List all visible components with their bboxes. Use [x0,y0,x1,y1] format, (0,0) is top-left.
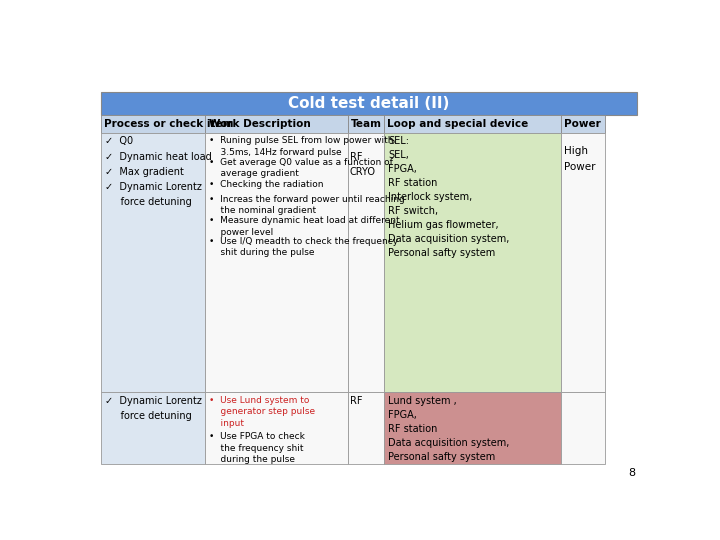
Text: ✓  Dynamic Lorentz
     force detuning: ✓ Dynamic Lorentz force detuning [104,396,202,421]
Bar [101,115,205,132]
Text: ✓  Q0
✓  Dynamic heat load
✓  Max gradient
✓  Dynamic Lorentz
     force detunin: ✓ Q0 ✓ Dynamic heat load ✓ Max gradient … [104,137,212,207]
Bar [205,392,348,464]
Bar [561,115,605,132]
Bar [348,392,384,464]
Text: •  Runing pulse SEL from low power with
    3.5ms, 14Hz forward pulse: • Runing pulse SEL from low power with 3… [209,137,393,157]
Text: RF: RF [350,396,362,406]
Bar [384,132,561,392]
Text: Loop and special device: Loop and special device [387,119,528,129]
Text: Lund system ,
FPGA,
RF station
Data acquisition system,
Personal safty system: Lund system , FPGA, RF station Data acqu… [388,396,509,462]
Bar [205,132,348,392]
Text: •  Use Lund system to
    generator step pulse
    input: • Use Lund system to generator step puls… [209,396,315,428]
Text: •  Measure dynamic heat load at different
    power level: • Measure dynamic heat load at different… [209,217,399,237]
Text: Process or check item: Process or check item [104,119,233,129]
Text: 8: 8 [629,468,636,477]
Text: •  Use I/Q meadth to check the frequency
    shit during the pulse: • Use I/Q meadth to check the frequency … [209,237,397,257]
Text: Team: Team [351,119,382,129]
Bar [561,132,605,392]
Bar [101,132,205,392]
Text: SEL:
SEL,
FPGA,
RF station
Interlock system,
RF switch,
Helium gas flowmeter,
Da: SEL: SEL, FPGA, RF station Interlock sys… [388,137,509,259]
Text: •  Use FPGA to check
    the frequency shit
    during the pulse: • Use FPGA to check the frequency shit d… [209,432,305,464]
Bar [384,392,561,464]
Bar [101,92,637,115]
Bar [348,115,384,132]
Text: •  Checking the radiation: • Checking the radiation [209,179,323,188]
Text: Work Description: Work Description [209,119,310,129]
Bar [384,115,561,132]
Text: High
Power: High Power [564,146,595,172]
Bar [205,115,348,132]
Text: •  Increas the forward power until reaching
    the nominal gradient: • Increas the forward power until reachi… [209,195,404,215]
Text: •  Get average Q0 value as a function of
    average gradient: • Get average Q0 value as a function of … [209,158,392,178]
Text: RF
CRYO: RF CRYO [350,152,376,177]
Bar [101,392,205,464]
Text: Power: Power [564,119,601,129]
Bar [561,392,605,464]
Text: Cold test detail (II): Cold test detail (II) [288,96,450,111]
Bar [348,132,384,392]
